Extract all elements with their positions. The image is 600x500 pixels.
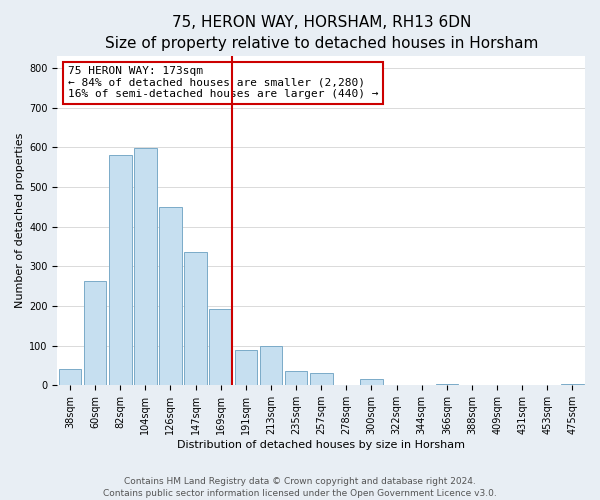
- Bar: [360, 379, 383, 385]
- Bar: [109, 156, 131, 385]
- Title: 75, HERON WAY, HORSHAM, RH13 6DN
Size of property relative to detached houses in: 75, HERON WAY, HORSHAM, RH13 6DN Size of…: [104, 15, 538, 51]
- Bar: [235, 350, 257, 385]
- Bar: [436, 384, 458, 385]
- Bar: [209, 308, 232, 385]
- Text: Contains HM Land Registry data © Crown copyright and database right 2024.
Contai: Contains HM Land Registry data © Crown c…: [103, 476, 497, 498]
- Bar: [184, 252, 207, 385]
- Bar: [561, 384, 584, 385]
- Bar: [59, 370, 81, 385]
- X-axis label: Distribution of detached houses by size in Horsham: Distribution of detached houses by size …: [177, 440, 465, 450]
- Bar: [285, 370, 307, 385]
- Bar: [260, 346, 282, 385]
- Y-axis label: Number of detached properties: Number of detached properties: [15, 133, 25, 308]
- Text: 75 HERON WAY: 173sqm
← 84% of detached houses are smaller (2,280)
16% of semi-de: 75 HERON WAY: 173sqm ← 84% of detached h…: [68, 66, 379, 100]
- Bar: [134, 148, 157, 385]
- Bar: [310, 372, 332, 385]
- Bar: [159, 207, 182, 385]
- Bar: [84, 282, 106, 385]
